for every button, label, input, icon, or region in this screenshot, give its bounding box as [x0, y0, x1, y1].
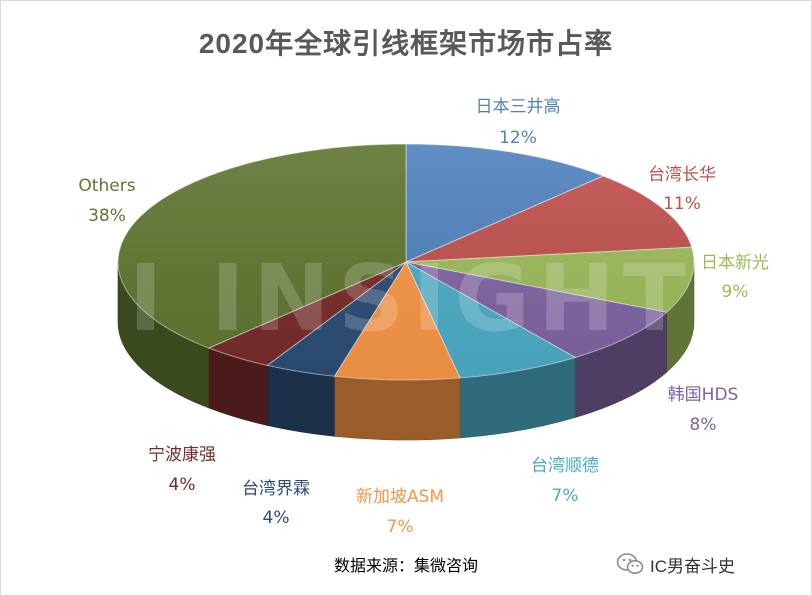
wechat-icon: [616, 553, 644, 574]
slice-value-label: 38%: [88, 206, 126, 226]
slice-value-label: 9%: [722, 282, 749, 302]
slice-value-label: 8%: [690, 415, 717, 435]
source-note: 数据来源：集微咨询: [333, 558, 478, 575]
slice-category-label: 台湾界霖: [242, 479, 310, 499]
slice-category-label: 台湾顺德: [531, 456, 599, 476]
pie-slice-side: [266, 365, 335, 437]
pie-slice-side: [334, 375, 461, 441]
slice-category-label: 新加坡ASM: [356, 487, 444, 507]
slice-category-label: 韩国HDS: [668, 385, 739, 405]
chart-title: 2020年全球引线框架市场市占率: [198, 28, 614, 59]
pie-top-sheen: [118, 144, 694, 380]
slice-category-label: 宁波康强: [148, 445, 216, 465]
slice-category-label: 日本三井高: [476, 97, 561, 117]
watermark-text: III INSIGHTS: [44, 245, 768, 352]
brand-text: IC男奋斗史: [650, 556, 735, 576]
slice-value-label: 12%: [499, 128, 537, 148]
slice-value-label: 4%: [169, 475, 196, 495]
slice-value-label: 7%: [387, 517, 414, 537]
slice-value-label: 11%: [663, 194, 701, 214]
slice-value-label: 4%: [263, 508, 290, 528]
slice-category-label: 日本新光: [701, 253, 769, 273]
slice-category-label: 台湾长华: [648, 165, 716, 185]
slice-category-label: Others: [78, 176, 135, 196]
brand-mark: IC男奋斗史: [616, 550, 735, 578]
slice-value-label: 7%: [552, 486, 579, 506]
